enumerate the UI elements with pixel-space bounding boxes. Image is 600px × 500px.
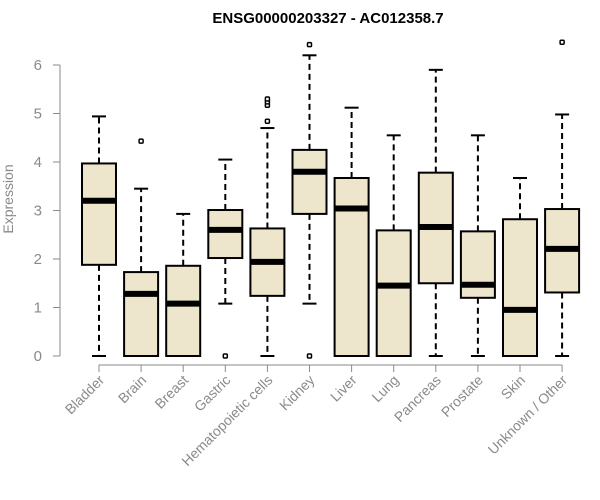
y-tick-label: 2 [34, 251, 42, 268]
box-group [207, 158, 244, 359]
box-group [165, 212, 202, 358]
outlier-point [138, 138, 144, 144]
outlier-point [222, 353, 229, 359]
box-group [502, 177, 538, 357]
x-category-label: Pancreas [391, 372, 444, 425]
iqr-box [291, 148, 328, 215]
boxes-group [81, 39, 581, 359]
x-category-label: Bladder [62, 372, 108, 418]
box-group [81, 115, 117, 357]
y-tick-label: 3 [34, 203, 42, 220]
outlier-point [306, 41, 313, 48]
iqr-box [165, 264, 202, 358]
box-group [417, 68, 454, 357]
iqr-box [81, 162, 117, 266]
outlier-point [306, 353, 313, 359]
y-tick-label: 0 [34, 348, 42, 365]
iqr-box [459, 230, 496, 299]
chart-title: ENSG00000203327 - AC012358.7 [212, 10, 443, 27]
box-group [375, 134, 412, 357]
y-axis-label: Expression [0, 164, 16, 233]
iqr-box [502, 218, 538, 357]
iqr-box [333, 177, 370, 357]
box-group [333, 106, 370, 357]
y-tick-label: 6 [34, 57, 42, 74]
box-group [459, 134, 496, 357]
y-tick-label: 1 [34, 300, 42, 317]
iqr-box [375, 229, 412, 357]
box-group [544, 39, 581, 357]
x-category-label: Breast [151, 372, 191, 412]
x-category-label: Brain [115, 372, 149, 406]
x-category-label: Prostate [438, 372, 486, 420]
box-group [123, 138, 160, 357]
x-category-label: Unknown / Other [485, 372, 571, 458]
x-category-label: Liver [327, 372, 360, 405]
y-tick-label: 5 [34, 106, 42, 123]
box-group [291, 41, 328, 359]
iqr-box [207, 209, 244, 260]
outlier-point [264, 96, 271, 102]
box-group [249, 96, 286, 357]
iqr-box [123, 271, 160, 357]
x-category-label: Kidney [276, 372, 318, 414]
y-tick-label: 4 [34, 154, 42, 171]
x-category-label: Skin [498, 372, 529, 403]
outlier-point [264, 118, 271, 125]
y-axis: 0 1 2 3 4 5 6 [34, 57, 61, 365]
x-category-label: Lung [368, 372, 401, 405]
outlier-point [559, 39, 565, 45]
